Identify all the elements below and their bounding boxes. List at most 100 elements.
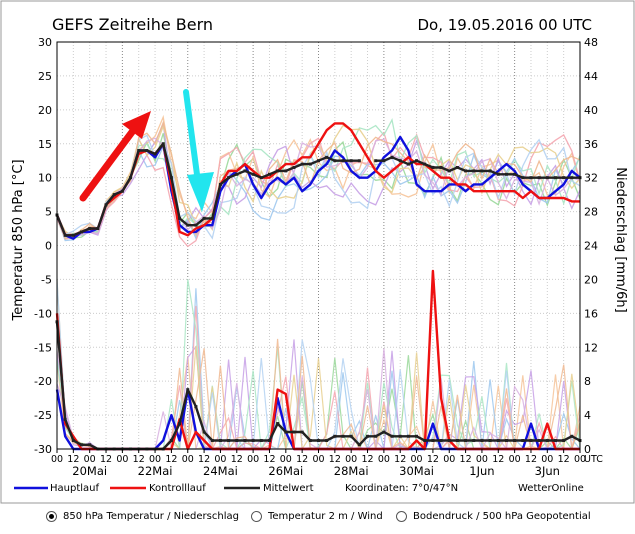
x-tick-label: 12 — [198, 454, 210, 465]
mean-precip-point — [210, 439, 214, 443]
mean-temp-point — [145, 149, 149, 153]
mean-precip-point — [504, 439, 508, 443]
legend: Hauptlauf Kontrolllauf Mittelwert Koordi… — [14, 483, 584, 494]
axes: -30 0 -25 4 -20 8 -15 12 -10 16 -5 20 0 24 5 28 10 32 15 36… — [34, 36, 603, 478]
red-arrow — [79, 111, 151, 202]
mean-temp-point — [382, 159, 386, 163]
red-arrow-head — [122, 111, 151, 139]
mean-precip-point — [357, 443, 361, 447]
mean-precip-point — [169, 439, 173, 443]
x-tick-label: 12 — [394, 454, 406, 465]
mean-temp-point — [423, 162, 427, 166]
red-arrow-shaft — [79, 124, 139, 202]
mean-temp-point — [300, 162, 304, 166]
mean-temp-point — [178, 216, 182, 220]
mean-temp-point — [521, 176, 525, 180]
mean-temp-point — [267, 172, 271, 176]
x-tick-label: 00 — [247, 454, 259, 465]
legend-control-label: Kontrolllauf — [149, 483, 206, 494]
option-pressure[interactable]: Bodendruck / 500 hPa Geopotential — [396, 511, 591, 522]
mean-precip-point — [545, 439, 549, 443]
mean-temp-point — [71, 233, 75, 237]
mean-temp-point — [186, 223, 190, 227]
x-tick-label: 00 — [214, 454, 226, 465]
mean-precip-point — [71, 439, 75, 443]
y-left-tick-label: 20 — [38, 104, 52, 117]
option-850hpa[interactable]: 850 hPa Temperatur / Niederschlag — [46, 511, 239, 522]
radio-dot — [46, 511, 57, 522]
x-tick-label: 12 — [263, 454, 275, 465]
mean-temp-point — [317, 159, 320, 163]
x-tick-label: 00 — [509, 454, 521, 465]
mean-precip-point — [423, 439, 427, 443]
mean-precip-point — [235, 439, 239, 443]
cyan-arrow-shaft — [183, 89, 201, 185]
y-left-tick-label: -15 — [34, 341, 52, 354]
mean-temp-point — [325, 155, 329, 159]
mean-temp-point — [129, 176, 133, 180]
mean-temp-point — [259, 176, 263, 180]
x-tick-label: 00 — [182, 454, 194, 465]
option-label: 850 hPa Temperatur / Niederschlag — [63, 511, 239, 522]
y-right-tick-label: 4 — [584, 409, 591, 422]
mean-precip-point — [284, 430, 288, 434]
mean-precip-point — [366, 434, 370, 438]
mean-temp-point — [235, 172, 239, 176]
mean-precip-point — [455, 439, 459, 443]
x-tick-label: 12 — [296, 454, 308, 465]
x-tick-label: 00 — [149, 454, 161, 465]
mean-temp-point — [284, 169, 288, 173]
mean-temp-point — [251, 172, 255, 176]
x-tick-label: 12 — [460, 454, 472, 465]
x-tick-label: 12 — [67, 454, 79, 465]
mean-temp-point — [455, 165, 459, 169]
mean-temp-point — [169, 176, 173, 180]
legend-main-label: Hauptlauf — [50, 483, 99, 494]
x-tick-label: 12 — [100, 454, 112, 465]
x-tick-label: 00 — [378, 454, 390, 465]
x-tick-label: 00 — [541, 454, 553, 465]
mean-precip-point — [529, 439, 533, 443]
mean-temp-point — [504, 172, 508, 176]
mean-temp-point — [472, 169, 476, 173]
y-left-tick-label: 0 — [45, 240, 52, 253]
mean-precip-point — [349, 434, 353, 438]
y-right-tick-label: 16 — [584, 307, 598, 320]
y-left-tick-label: -10 — [34, 307, 52, 320]
mean-temp-point — [480, 169, 484, 173]
option-label: Temperatur 2 m / Wind — [268, 511, 383, 522]
mean-temp-point — [243, 169, 247, 173]
y-left-tick-label: 15 — [38, 138, 52, 151]
mean-temp-point — [80, 230, 84, 234]
mean-temp-point — [194, 223, 198, 227]
mean-precip-point — [243, 439, 247, 443]
x-date-label: 22Mai — [138, 464, 173, 478]
option-temp-2m[interactable]: Temperatur 2 m / Wind — [251, 511, 383, 522]
run-date: Do, 19.05.2016 00 UTC — [417, 16, 592, 34]
mean-temp-point — [218, 182, 222, 186]
y-right-tick-label: 40 — [584, 104, 598, 117]
mean-temp-point — [153, 152, 157, 156]
y-left-tick-label: 5 — [45, 206, 52, 219]
mean-temp-point — [357, 159, 361, 163]
mean-precip-point — [464, 439, 468, 443]
mean-temp-point — [529, 176, 533, 180]
y-right-tick-label: 8 — [584, 375, 591, 388]
y-right-tick-label: 0 — [584, 443, 591, 456]
mean-temp-point — [447, 169, 451, 173]
mean-precip-point — [431, 439, 435, 443]
chart-title: GEFS Zeitreihe Bern — [52, 15, 213, 34]
x-tick-label: 00 — [574, 454, 586, 465]
mean-precip-point — [415, 434, 419, 438]
y-left-tick-label: 10 — [38, 172, 52, 185]
mean-precip-point — [496, 439, 500, 443]
mean-temp-point — [398, 159, 402, 163]
mean-temp-point — [562, 176, 566, 180]
mean-temp-point — [341, 159, 345, 163]
mean-precip-point — [308, 439, 312, 443]
x-tick-label: 12 — [427, 454, 439, 465]
x-tick-label: 00 — [411, 454, 423, 465]
mean-precip-point — [63, 417, 67, 421]
mean-precip-point — [267, 439, 271, 443]
mean-temp-point — [96, 227, 100, 231]
